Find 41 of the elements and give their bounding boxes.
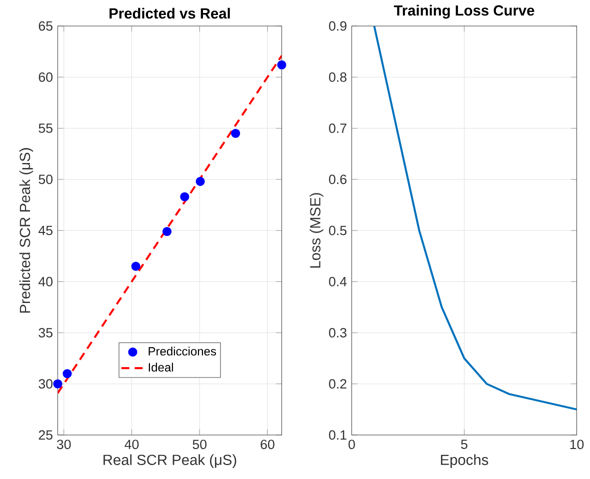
point	[62, 369, 72, 378]
y-tick-label: 55	[38, 124, 52, 133]
y-tick-label: 0.4	[329, 276, 347, 286]
chart-title: Predicted vs Real	[110, 8, 230, 19]
y-tick-label: 0.1	[329, 430, 346, 440]
y-tick-label: 25	[38, 430, 52, 440]
y-tick-label: 30	[38, 379, 53, 389]
legend-label: Predicciones	[148, 346, 216, 356]
x-axis-title: Epochs	[440, 454, 488, 468]
x-tick-label: 40	[124, 440, 139, 450]
point	[196, 176, 205, 186]
y-tick-label: 0.3	[329, 328, 346, 338]
y-tick-label: 0.8	[329, 72, 346, 82]
y-tick-label: 60	[38, 72, 53, 82]
x-tick-label: 10	[570, 440, 584, 450]
x-axis-title: Real SCR Peak (μS)	[104, 454, 236, 468]
x-tick-label: 50	[192, 440, 206, 450]
y-tick-label: 0.5	[329, 226, 346, 236]
point	[231, 128, 240, 138]
x-tick-label: 30	[56, 440, 71, 450]
y-tick-label: 40	[38, 276, 53, 286]
point	[53, 379, 62, 388]
y-tick-label: 35	[38, 328, 52, 338]
y-axis-title: Predicted SCR Peak (μS)	[19, 148, 34, 313]
point	[180, 192, 190, 202]
y-tick-label: 65	[38, 21, 52, 31]
point	[162, 226, 172, 236]
x-tick-label: 0	[348, 440, 355, 450]
y-tick-label: 45	[38, 226, 52, 236]
y-tick-label: 0.7	[329, 124, 346, 133]
legend-label: Ideal	[148, 362, 173, 372]
point	[277, 60, 286, 70]
x-tick-label: 5	[461, 440, 468, 449]
y-tick-label: 0.2	[329, 379, 346, 389]
y-tick-label: 50	[38, 174, 53, 184]
y-tick-label: 0.6	[329, 174, 346, 184]
x-tick-label: 60	[260, 440, 274, 450]
y-tick-label: 0.9	[329, 21, 346, 31]
point	[131, 262, 140, 271]
chart-title: Training Loss Curve	[394, 4, 534, 19]
y-axis-title: Loss (MSE)	[310, 193, 324, 268]
